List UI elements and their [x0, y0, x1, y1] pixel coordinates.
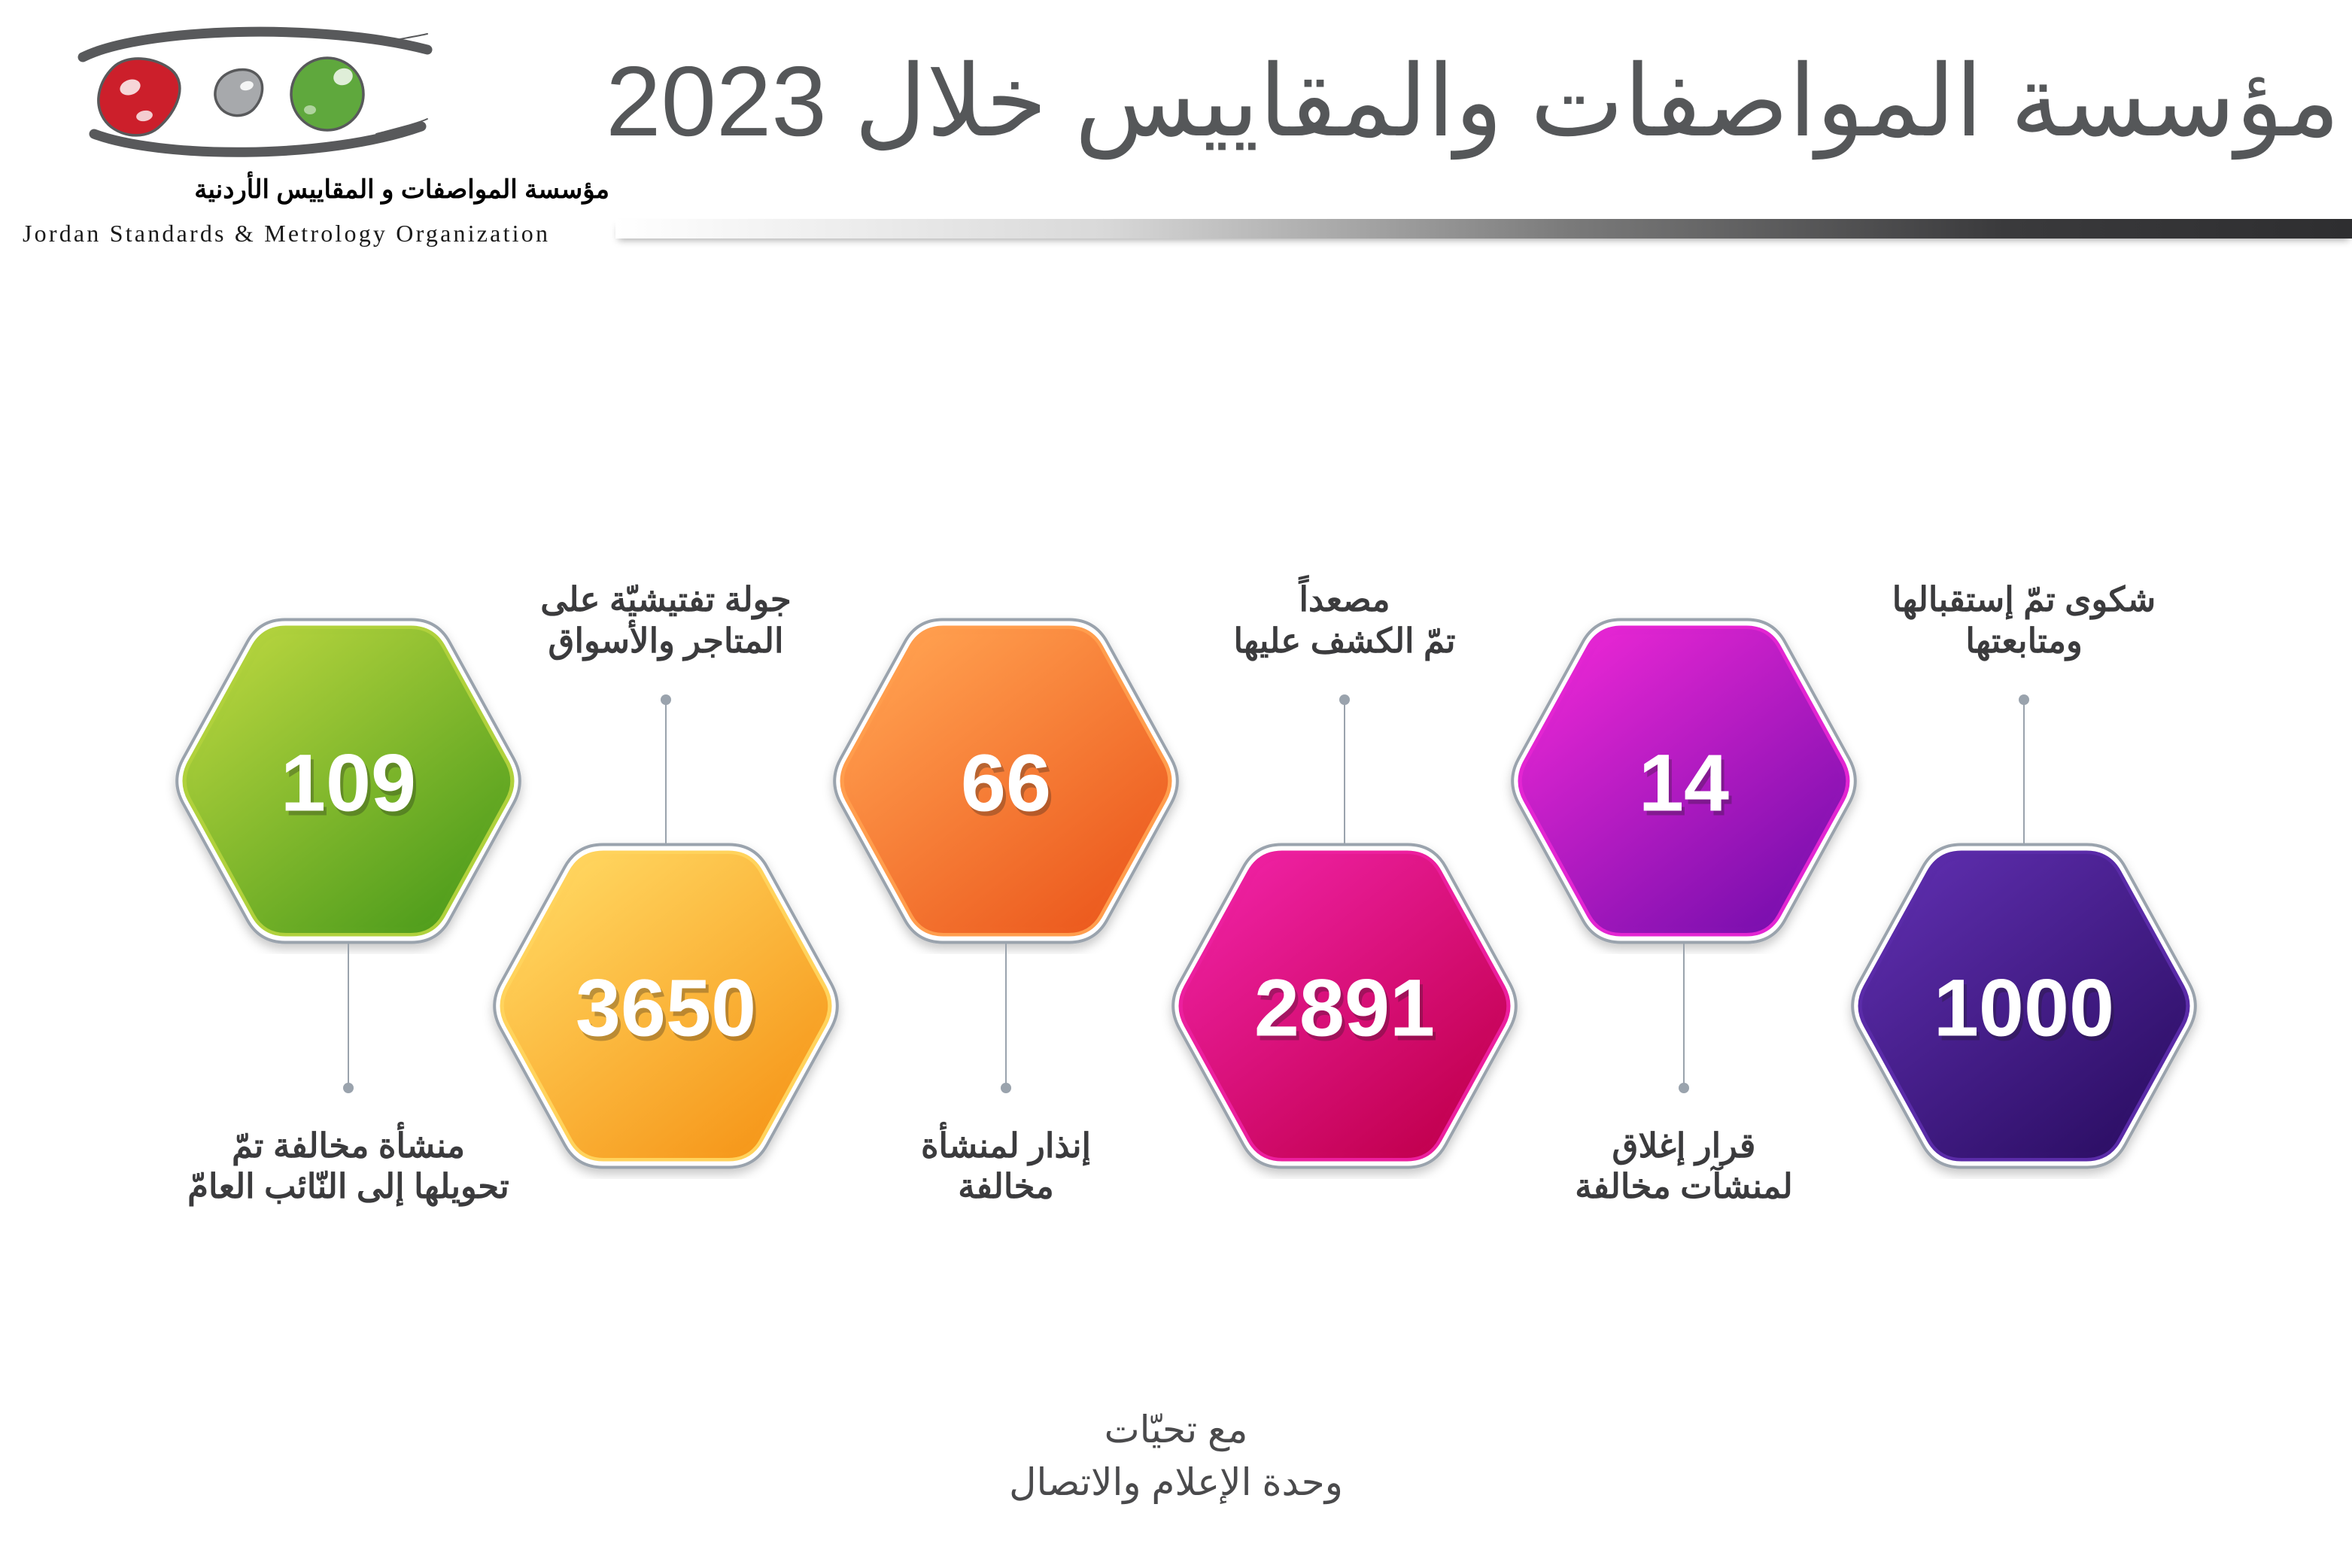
svg-text:14: 14: [1639, 737, 1729, 828]
svg-text:3650: 3650: [576, 962, 756, 1053]
svg-text:66: 66: [961, 737, 1051, 828]
svg-text:2891: 2891: [1254, 962, 1435, 1053]
svg-text:1000: 1000: [1934, 962, 2114, 1053]
svg-text:109: 109: [281, 737, 416, 828]
